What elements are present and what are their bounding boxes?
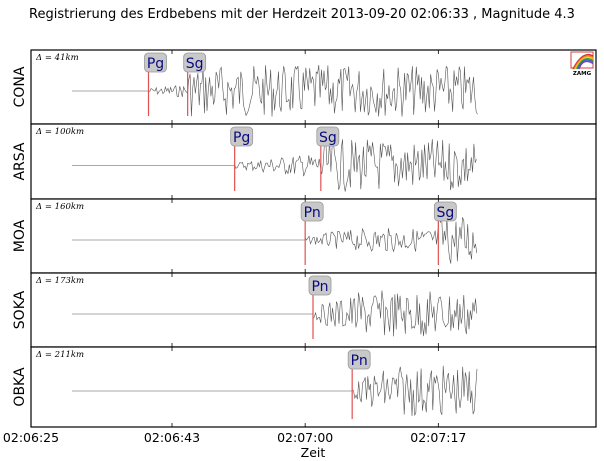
svg-text:Sg: Sg (186, 56, 204, 72)
phase-pick-sg: Sg (183, 52, 207, 73)
phase-pick-pn: Pn (300, 201, 324, 222)
panel-frame (30, 346, 597, 428)
phase-pick-pn: Pn (347, 349, 371, 370)
distance-label: Δ = 160km (35, 202, 84, 212)
waveform-trace (72, 290, 478, 337)
chart-title: Registrierung des Erdbebens mit der Herd… (29, 7, 575, 22)
x-tick-label: 02:07:17 (410, 430, 466, 445)
distance-label: Δ = 173km (35, 276, 84, 286)
distance-label: Δ = 100km (35, 127, 84, 137)
svg-text:Pg: Pg (233, 130, 250, 146)
x-tick-label: 02:06:25 (3, 430, 59, 445)
waveform-trace (72, 139, 477, 192)
distance-label: Δ = 211km (35, 350, 84, 360)
zamg-rainbow-logo-icon: ZAMG (570, 51, 594, 77)
distance-label: Δ = 41km (35, 53, 79, 63)
svg-text:Pg: Pg (147, 56, 164, 72)
station-panel-obka: OBKA Δ = 211km Pn (12, 346, 597, 428)
panel-frame (30, 49, 597, 125)
station-label: OBKA (12, 367, 28, 407)
station-label: CONA (12, 66, 28, 107)
station-panel-moa: MOA Δ = 160km Pn Sg (12, 198, 597, 274)
waveform-trace (72, 64, 478, 117)
phase-pick-pg: Pg (144, 52, 167, 73)
svg-text:Pn: Pn (311, 279, 328, 295)
svg-text:Sg: Sg (319, 130, 337, 146)
svg-text:Pn: Pn (304, 205, 321, 221)
svg-text:Pn: Pn (351, 353, 368, 369)
waveform-trace (72, 217, 478, 264)
svg-text:ZAMG: ZAMG (573, 71, 592, 77)
phase-pick-sg: Sg (433, 201, 457, 222)
station-label: SOKA (12, 290, 28, 329)
panel-frame (30, 123, 597, 200)
phase-pick-pn: Pn (308, 275, 332, 296)
phase-pick-sg: Sg (316, 126, 340, 147)
station-panel-arsa: ARSA Δ = 100km Pg Sg (12, 123, 597, 200)
station-panel-cona: CONA Δ = 41km Pg Sg (12, 49, 597, 125)
svg-text:Sg: Sg (436, 205, 454, 221)
x-tick-label: 02:07:00 (277, 430, 333, 445)
x-axis-label: Zeit (301, 445, 326, 460)
station-panel-soka: SOKA Δ = 173km Pn (12, 272, 597, 348)
x-tick-label: 02:06:43 (144, 430, 200, 445)
waveform-trace (72, 365, 478, 417)
station-label: MOA (12, 219, 28, 252)
phase-pick-pg: Pg (230, 126, 254, 147)
station-label: ARSA (12, 142, 28, 180)
